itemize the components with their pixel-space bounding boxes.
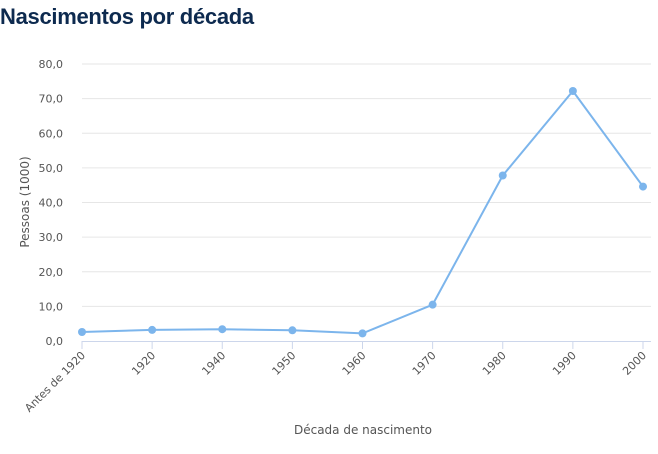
x-tick-label: 2000 [620, 349, 649, 378]
y-tick-label: 20,0 [39, 266, 64, 279]
y-tick-label: 80,0 [39, 58, 64, 71]
y-tick-label: 70,0 [39, 93, 64, 106]
y-tick-label: 60,0 [39, 127, 64, 140]
data-point[interactable] [218, 325, 227, 334]
data-point[interactable] [358, 329, 367, 338]
data-point[interactable] [498, 171, 507, 180]
series [78, 87, 647, 338]
x-tick-label: 1950 [270, 349, 299, 378]
data-point[interactable] [288, 326, 297, 335]
x-tick-label: 1960 [340, 349, 369, 378]
x-tick-label: 1970 [410, 349, 439, 378]
x-tick-label: 1920 [129, 349, 158, 378]
x-axis: Antes de 1920 1920 1940 1950 1960 1970 1980 199… [22, 341, 651, 415]
y-axis-label: Pessoas (1000) [18, 156, 32, 247]
x-tick-label: Antes de 1920 [22, 349, 88, 415]
series-line [81, 90, 644, 335]
data-point[interactable] [148, 325, 157, 334]
x-tick-label: 1940 [199, 349, 228, 378]
y-tick-label: 10,0 [39, 300, 64, 313]
y-tick-label: 30,0 [39, 231, 64, 244]
data-point[interactable] [568, 87, 577, 96]
grid-lines [82, 63, 651, 307]
y-tick-label: 50,0 [39, 162, 64, 175]
y-axis-ticks: 0,0 10,0 20,0 30,0 40,0 50,0 60,0 70,0 80,0 [39, 58, 64, 348]
data-point[interactable] [639, 182, 647, 191]
chart-title: Nascimentos por década [0, 4, 254, 29]
x-tick-label: 1990 [550, 349, 579, 378]
x-axis-label: Década de nascimento [294, 423, 432, 437]
data-point[interactable] [428, 300, 437, 309]
y-tick-label: 40,0 [39, 197, 64, 210]
y-tick-label: 0,0 [46, 335, 64, 348]
x-tick-label: 1980 [480, 349, 509, 378]
data-point[interactable] [78, 327, 86, 336]
